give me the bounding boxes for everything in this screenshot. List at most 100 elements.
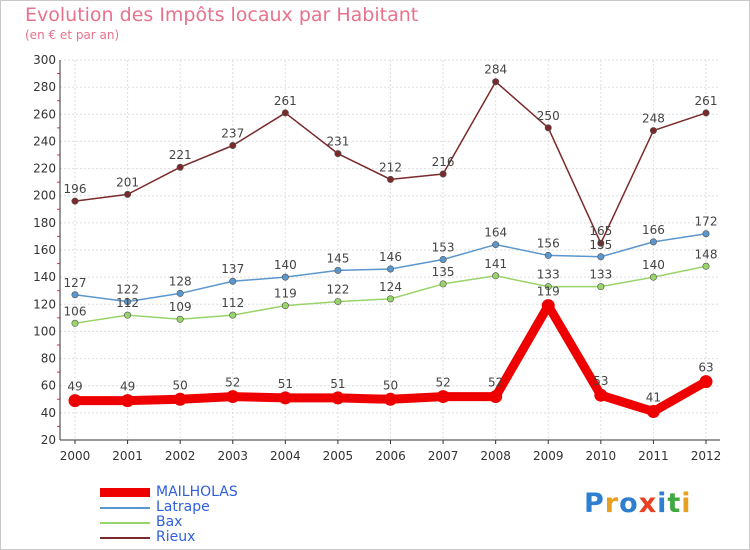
data-point-bax [649,273,657,281]
data-point-rieux [281,109,289,117]
y-tick-label: 240 [33,134,56,148]
data-label-latrape: 166 [642,223,665,237]
data-label-mailholas: 52 [488,376,503,390]
data-label-rieux: 231 [326,135,349,149]
data-point-rieux [702,109,710,117]
data-point-rieux [334,150,342,158]
chart-title: Evolution des Impôts locaux par Habitant [25,4,419,26]
data-label-bax: 133 [537,268,560,282]
logo-letter: P [584,488,605,519]
data-point-mailholas [226,390,240,404]
data-point-mailholas [541,299,555,313]
data-label-bax: 109 [169,300,192,314]
data-label-mailholas: 51 [330,377,345,391]
data-point-mailholas [594,388,608,402]
data-label-mailholas: 51 [278,377,293,391]
data-point-latrape [176,289,184,297]
series [68,78,713,418]
legend-label: MAILHOLAS [156,484,238,500]
data-label-bax: 112 [116,296,139,310]
x-tick-label: 2011 [638,449,669,463]
data-point-bax [386,295,394,303]
logo-letter: t [667,488,682,519]
legend: MAILHOLAS Latrape Bax Rieux [100,484,280,545]
data-point-rieux [544,124,552,132]
data-label-bax: 148 [695,247,718,261]
data-label-bax: 106 [64,304,87,318]
data-point-rieux [71,197,79,205]
data-label-bax: 135 [432,265,455,279]
data-label-mailholas: 41 [646,391,661,405]
data-label-mailholas: 52 [225,376,240,390]
data-point-mailholas [331,391,345,405]
data-point-mailholas [436,390,450,404]
data-point-bax [124,311,132,319]
y-tick-label: 260 [33,107,56,121]
x-tick-label: 2003 [217,449,248,463]
data-label-latrape: 145 [326,251,349,265]
y-tick-label: 160 [33,243,56,257]
data-point-latrape [124,298,132,306]
data-point-latrape [229,277,237,285]
data-point-latrape [386,265,394,273]
data-label-latrape: 153 [432,241,455,255]
y-tick-label: 60 [41,379,56,393]
data-point-latrape [702,230,710,238]
data-point-bax [334,298,342,306]
legend-item-rieux: Rieux [100,529,280,545]
data-point-rieux [386,175,394,183]
legend-swatch [100,522,150,524]
data-point-rieux [597,239,605,247]
legend-item-latrape: Latrape [100,499,280,515]
chart-subtitle: (en € et par an) [25,28,120,42]
data-label-latrape: 127 [64,276,87,290]
data-point-latrape [597,253,605,261]
data-label-bax: 141 [484,257,507,271]
x-tick-label: 2006 [375,449,406,463]
y-tick-label: 200 [33,189,56,203]
data-label-latrape: 146 [379,250,402,264]
x-tick-label: 2001 [112,449,143,463]
legend-item-bax: Bax [100,514,280,530]
legend-item-mailholas: MAILHOLAS [100,484,280,500]
data-label-latrape: 137 [221,262,244,276]
data-label-rieux: 201 [116,175,139,189]
x-tick-label: 2010 [586,449,617,463]
x-tick-label: 2009 [533,449,564,463]
data-point-bax [597,283,605,291]
x-tick-label: 2005 [323,449,354,463]
data-label-bax: 122 [326,283,349,297]
data-label-rieux: 196 [64,182,87,196]
data-point-rieux [229,142,237,150]
y-tick-label: 280 [33,80,56,94]
data-label-rieux: 221 [169,148,192,162]
data-point-mailholas [646,405,660,418]
logo-letter: i [681,488,692,519]
data-label-latrape: 128 [169,274,192,288]
data-label-latrape: 140 [274,258,297,272]
data-point-mailholas [278,391,292,405]
data-label-mailholas: 50 [173,378,188,392]
data-point-latrape [492,241,500,249]
data-label-bax: 133 [589,268,612,282]
data-label-rieux: 261 [274,94,297,108]
data-point-latrape [439,255,447,263]
logo-letter: i [657,488,668,519]
y-tick-label: 300 [33,53,56,67]
legend-swatch [100,507,150,509]
data-point-mailholas [384,392,397,406]
data-label-rieux: 248 [642,112,665,126]
x-tick-label: 2000 [60,449,91,463]
x-tick-label: 2004 [270,449,301,463]
proxiti-logo: Proxiti [584,488,692,519]
data-point-latrape [649,238,657,246]
legend-label: Latrape [156,499,210,515]
data-label-bax: 124 [379,280,402,294]
data-point-rieux [124,190,132,198]
data-point-bax [544,283,552,291]
data-label-bax: 112 [221,296,244,310]
data-point-mailholas [68,394,82,408]
y-tick-label: 180 [33,216,56,230]
y-tick-label: 120 [33,297,56,311]
